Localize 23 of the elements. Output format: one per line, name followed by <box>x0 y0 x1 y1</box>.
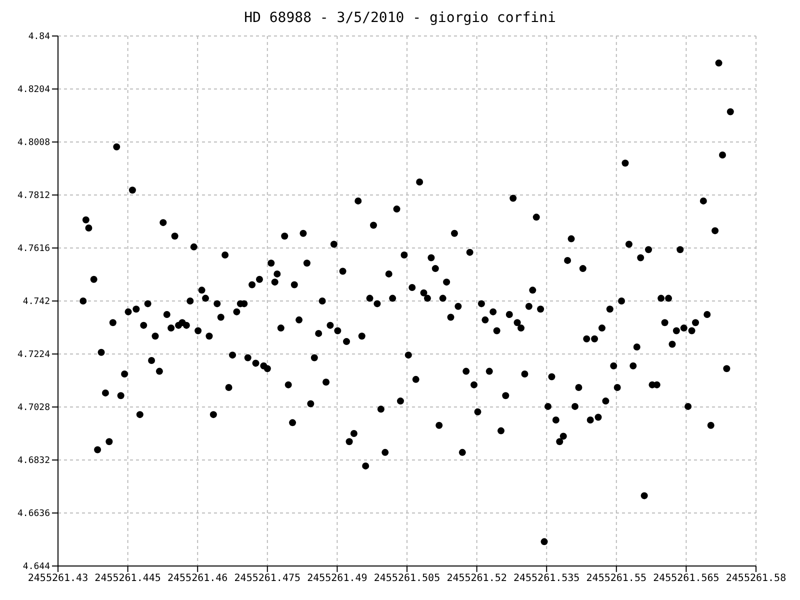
x-tick-label: 2455261.43 <box>28 573 88 584</box>
y-tick-label: 4.7616 <box>17 244 50 254</box>
x-tick-label: 2455261.46 <box>167 573 228 584</box>
x-tick-label: 2455261.52 <box>446 573 507 584</box>
y-tick-label: 4.742 <box>22 297 50 308</box>
x-tick-label: 2455261.505 <box>374 573 440 584</box>
y-tick-label: 4.6636 <box>17 509 50 520</box>
y-tick-label: 4.7224 <box>17 350 50 360</box>
chart-title: HD 68988 - 3/5/2010 - giorgio corfini <box>243 9 557 28</box>
x-tick-label: 2455261.55 <box>586 573 647 584</box>
x-tick-label: 2455261.565 <box>653 573 720 584</box>
x-tick-label: 2455261.58 <box>726 573 786 584</box>
x-tick-label: 2455261.475 <box>234 573 301 584</box>
x-tick-label: 2455261.445 <box>94 573 161 584</box>
y-tick-label: 4.8008 <box>17 138 50 148</box>
y-tick-label: 4.7028 <box>17 403 50 414</box>
x-tick-label: 2455261.49 <box>307 573 368 584</box>
x-tick-label: 2455261.535 <box>513 573 580 584</box>
y-tick-label: 4.644 <box>22 562 50 572</box>
y-tick-label: 4.6832 <box>17 456 50 466</box>
y-tick-label: 4.8204 <box>17 85 50 96</box>
y-tick-label: 4.84 <box>28 32 50 42</box>
y-tick-label: 4.7812 <box>17 191 50 202</box>
